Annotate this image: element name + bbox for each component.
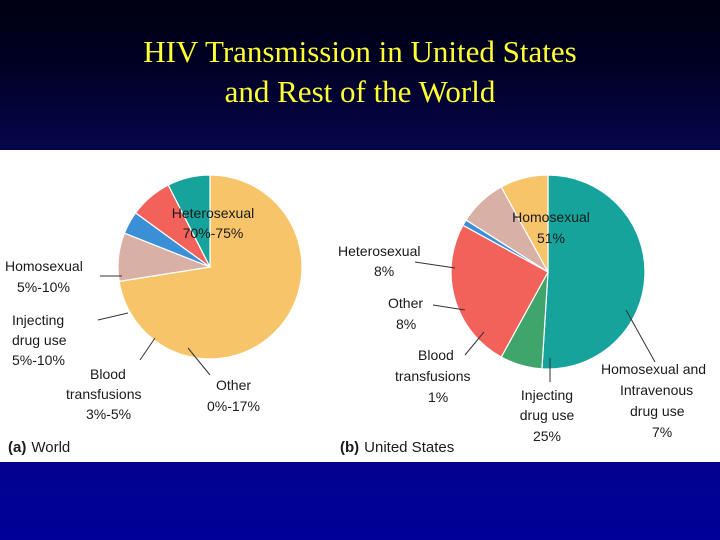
label-us-heterosexual-value: 8% <box>374 263 394 279</box>
label-world-injecting-value: 5%-10% <box>12 352 65 368</box>
label-us-homosexual-iv-3: drug use <box>630 403 685 419</box>
title-line-2: and Rest of the World <box>224 74 496 109</box>
us-slice-homosexual <box>541 174 646 370</box>
slide-title: HIV Transmission in United States and Re… <box>0 32 720 112</box>
leader-us-other <box>432 304 466 311</box>
leader-world-other <box>187 347 211 376</box>
label-us-injecting-value: 25% <box>533 428 561 444</box>
label-world-heterosexual-value: 70%-75% <box>183 225 244 241</box>
label-world-injecting-2: drug use <box>12 332 67 348</box>
caption-world-text: World <box>31 439 70 456</box>
label-world-homosexual-value: 5%-10% <box>17 279 70 295</box>
label-us-heterosexual: Heterosexual <box>338 243 421 259</box>
figure-panel: Heterosexual 70%-75% Homosexual 5%-10% I… <box>0 150 720 462</box>
label-us-injecting-2: drug use <box>520 407 575 423</box>
leader-lines <box>97 261 656 382</box>
us-pie <box>450 174 646 370</box>
label-us-homosexual-iv: Homosexual and <box>601 361 706 377</box>
caption-us: (b) United States <box>340 439 454 456</box>
label-us-homosexual-value: 51% <box>537 230 565 246</box>
label-world-blood: Blood <box>90 366 126 382</box>
world-slice-homosexual <box>167 174 211 268</box>
caption-us-prefix: (b) <box>340 439 359 456</box>
leader-us-heterosexual <box>414 261 456 269</box>
label-world-other-value: 0%-17% <box>207 398 260 414</box>
title-line-1: HIV Transmission in United States <box>143 34 577 69</box>
label-us-injecting: Injecting <box>521 387 573 403</box>
leader-world-blood <box>139 337 156 361</box>
leader-us-blood <box>464 331 485 356</box>
label-world-blood-2: transfusions <box>66 386 141 402</box>
label-us-homosexual-iv-2: Intravenous <box>620 382 693 398</box>
caption-world-prefix: (a) <box>8 439 26 456</box>
label-us-other-value: 8% <box>396 316 416 332</box>
caption-world: (a) World <box>8 439 70 456</box>
label-us-blood-2: transfusions <box>395 368 470 384</box>
leader-us-homosexual-iv <box>625 309 656 363</box>
label-us-other: Other <box>388 295 423 311</box>
world-pie <box>117 174 303 360</box>
charts-svg: Heterosexual 70%-75% Homosexual 5%-10% I… <box>5 174 706 456</box>
label-us-blood: Blood <box>418 347 454 363</box>
leader-world-injecting <box>97 312 129 321</box>
us-slice-heterosexual <box>500 174 549 273</box>
us-slice-injecting-drug-use <box>450 224 549 358</box>
label-world-injecting: Injecting <box>12 312 64 328</box>
label-world-blood-value: 3%-5% <box>86 406 131 422</box>
caption-us-text: United States <box>364 439 454 456</box>
label-us-homosexual: Homosexual <box>512 209 590 225</box>
label-world-other: Other <box>216 377 251 393</box>
label-world-homosexual: Homosexual <box>5 258 83 274</box>
label-world-heterosexual: Heterosexual <box>172 205 255 221</box>
label-us-blood-value: 1% <box>428 389 448 405</box>
label-us-homosexual-iv-value: 7% <box>652 424 672 440</box>
